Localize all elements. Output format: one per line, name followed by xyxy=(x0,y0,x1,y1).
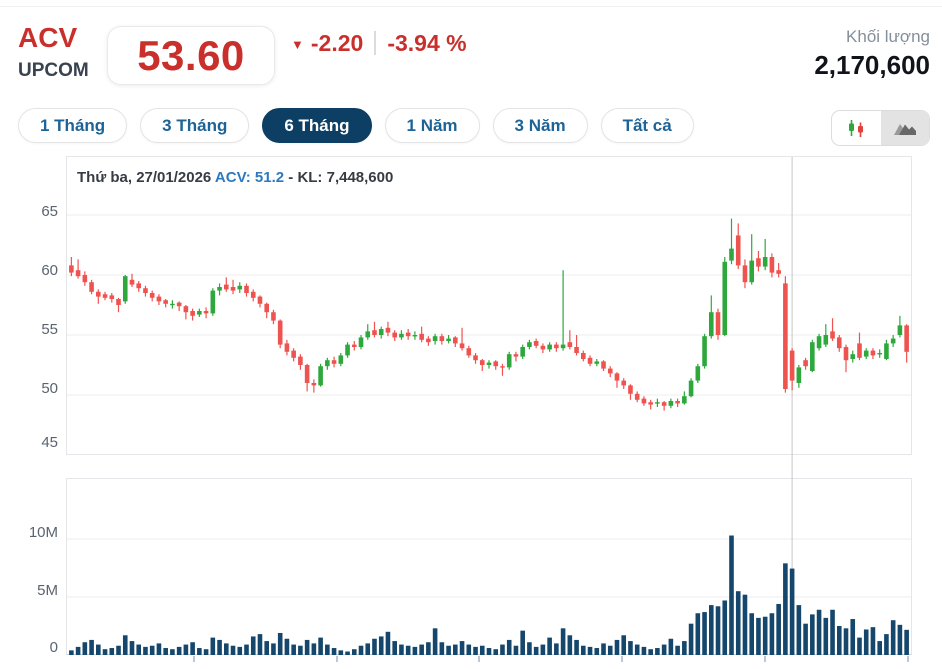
volume-chart-panel[interactable] xyxy=(66,478,912,655)
range-button-group: 1 Tháng 3 Tháng 6 Tháng 1 Năm 3 Năm Tất … xyxy=(18,108,694,143)
price-axis-tick-60: 60 xyxy=(41,262,58,279)
tooltip-symbol-price: ACV: 51.2 xyxy=(214,169,285,186)
range-button-tat-ca[interactable]: Tất cả xyxy=(600,108,694,143)
volume-axis-tick-0: 0 xyxy=(49,639,58,656)
volume-label: Khối lượng xyxy=(846,27,930,46)
candlestick-chart-button[interactable] xyxy=(832,111,881,145)
price-down-icon: ▼ xyxy=(291,36,304,52)
price-axis-tick-65: 65 xyxy=(41,203,58,220)
current-price: 53.60 xyxy=(137,31,245,79)
range-button-6-thang[interactable]: 6 Tháng xyxy=(262,108,372,143)
range-button-1-nam[interactable]: 1 Năm xyxy=(384,108,480,143)
volume-axis-tick-10m: 10M xyxy=(28,524,58,541)
current-price-box: 53.60 xyxy=(107,26,275,85)
price-change: -2.20 xyxy=(310,29,364,56)
chart-type-toggle xyxy=(831,110,930,146)
price-axis-tick-50: 50 xyxy=(41,380,58,397)
area-icon xyxy=(893,124,916,135)
price-change-percent: -3.94 % xyxy=(387,29,467,56)
tooltip-date: Thứ ba, 27/01/2026 xyxy=(77,169,212,186)
candlestick-icon xyxy=(848,119,863,137)
volume-axis-tick-5m: 5M xyxy=(37,582,58,599)
volume-value: 2,170,600 xyxy=(814,50,930,80)
range-button-3-thang[interactable]: 3 Tháng xyxy=(140,108,250,143)
price-axis-tick-45: 45 xyxy=(41,434,58,451)
stock-symbol: ACV xyxy=(18,22,78,53)
range-button-3-nam[interactable]: 3 Năm xyxy=(492,108,588,143)
price-chart-panel[interactable]: Thứ ba, 27/01/2026 ACV: 51.2 - KL: 7,448… xyxy=(66,156,912,455)
tooltip-volume: - KL: 7,448,600 xyxy=(284,169,394,186)
top-divider xyxy=(0,6,942,7)
range-button-1-thang[interactable]: 1 Tháng xyxy=(18,108,128,143)
price-change-row: ▼ -2.20 -3.94 % xyxy=(291,30,467,56)
exchange-label: UPCOM xyxy=(18,60,89,81)
change-divider xyxy=(374,31,377,55)
crosshair-tooltip: Thứ ba, 27/01/2026 ACV: 51.2 - KL: 7,448… xyxy=(77,169,393,186)
price-axis-tick-55: 55 xyxy=(41,321,58,338)
area-chart-button[interactable] xyxy=(880,111,929,145)
